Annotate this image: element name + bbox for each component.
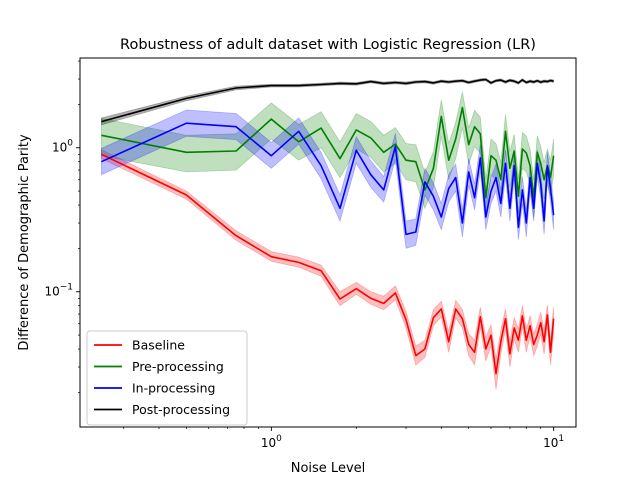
axes-frame xyxy=(79,57,577,428)
series-line-post-processing xyxy=(101,78,554,123)
series-line-in-processing xyxy=(101,122,555,236)
axis-ticks: 100 101 10−1 100 xyxy=(44,60,564,450)
y-tick-label: 10−1 xyxy=(44,283,73,299)
band-post-processing xyxy=(101,77,554,126)
y-tick-label: 100 xyxy=(52,139,73,155)
y-axis-label: Difference of Demographic Parity xyxy=(17,134,32,351)
legend-box xyxy=(86,330,248,426)
plot-area xyxy=(101,77,555,390)
legend-label-baseline: Baseline xyxy=(132,338,185,353)
x-axis-label: Noise Level xyxy=(291,461,366,476)
series-line-pre-processing xyxy=(101,106,555,199)
series-line-baseline xyxy=(101,153,555,375)
legend: Baseline Pre-processing In-processing Post-… xyxy=(86,330,248,426)
legend-label-in-processing: In-processing xyxy=(132,381,215,396)
band-baseline xyxy=(101,149,554,390)
legend-label-post-processing: Post-processing xyxy=(132,402,230,417)
chart-title: Robustness of adult dataset with Logisti… xyxy=(120,37,536,53)
x-tick-label: 101 xyxy=(543,434,564,450)
x-tick-label: 100 xyxy=(261,434,282,450)
legend-label-pre-processing: Pre-processing xyxy=(132,359,224,374)
